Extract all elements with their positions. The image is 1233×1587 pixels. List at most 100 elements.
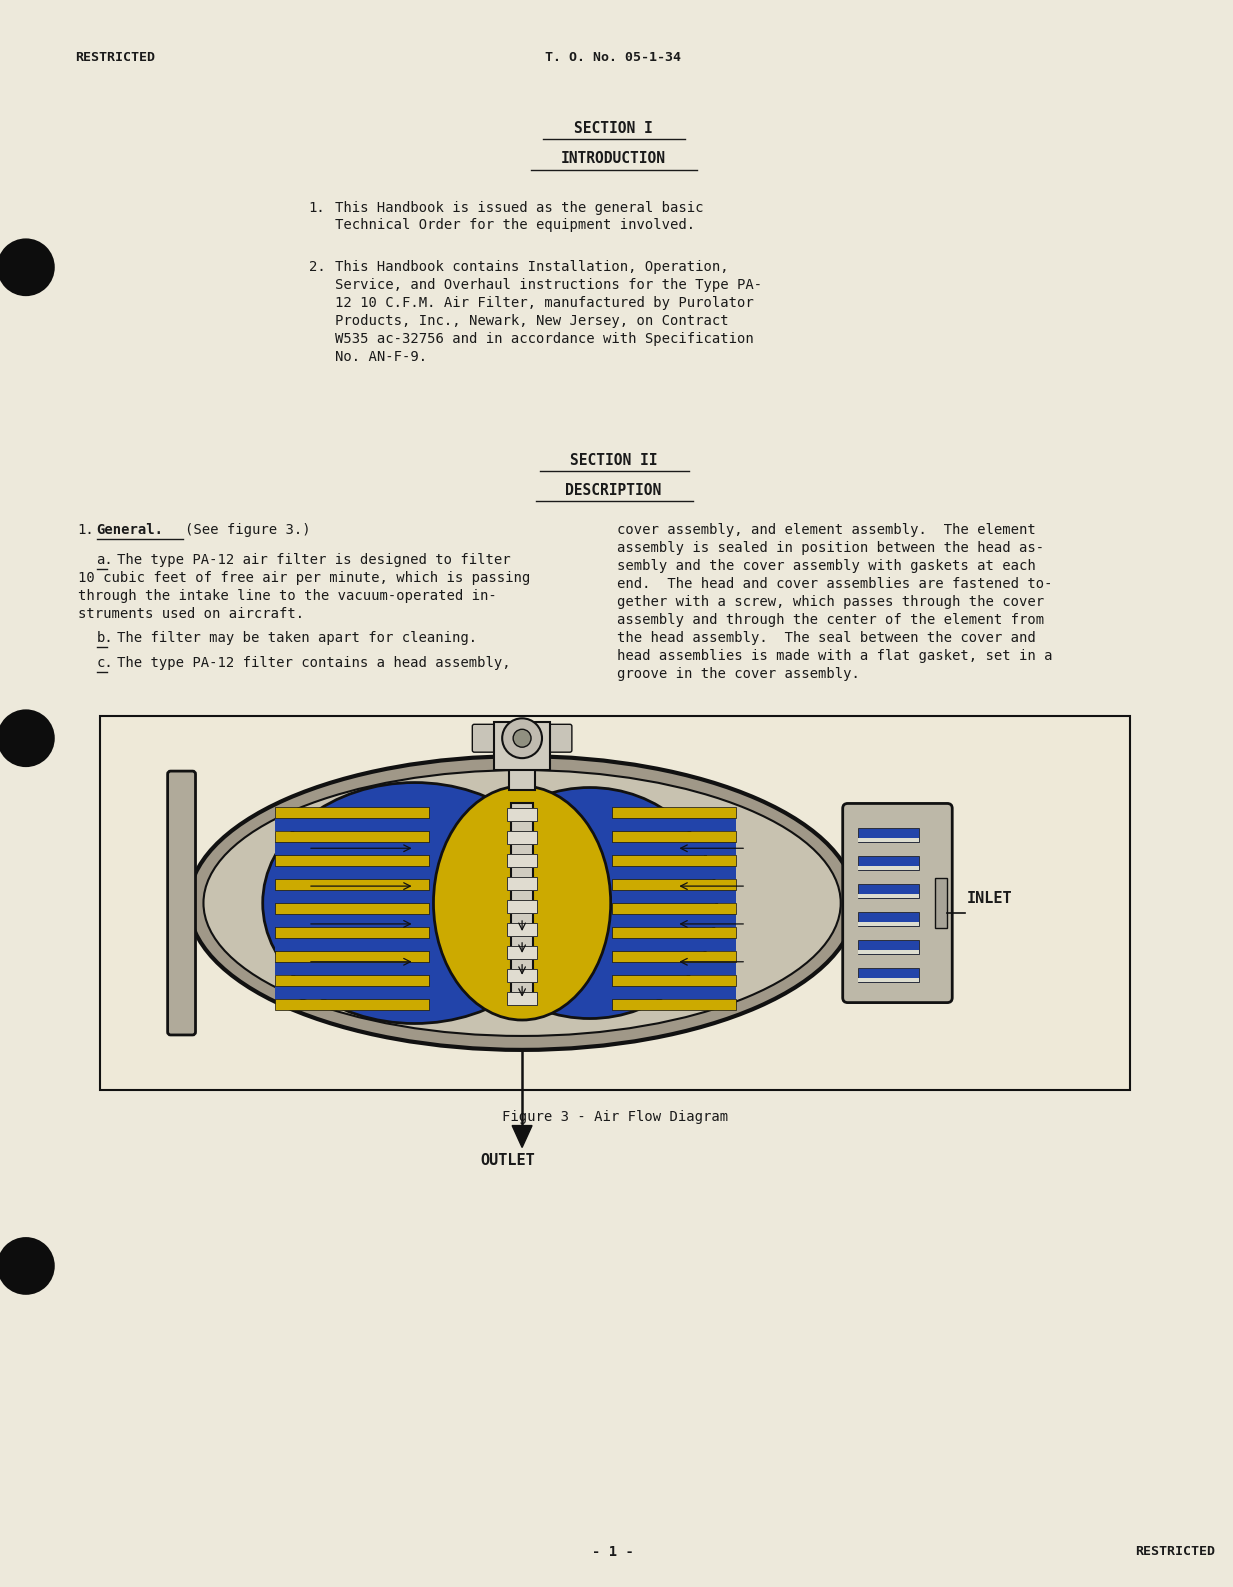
Bar [507, 992, 538, 1005]
Bar [858, 978, 920, 982]
Text: General.: General. [96, 524, 164, 536]
Bar [275, 819, 429, 832]
Text: 1.: 1. [78, 524, 95, 536]
Bar [512, 803, 533, 1003]
Text: SECTION I: SECTION I [575, 121, 652, 136]
Text: a.: a. [96, 552, 113, 567]
Bar [612, 962, 736, 974]
Bar [275, 855, 429, 867]
Circle shape [502, 719, 543, 759]
Bar [275, 914, 429, 927]
Bar [507, 832, 538, 844]
Bar [275, 927, 429, 938]
Bar [275, 808, 429, 819]
Bar [858, 893, 920, 898]
Text: through the intake line to the vacuum-operated in-: through the intake line to the vacuum-op… [78, 589, 497, 603]
Bar [275, 962, 429, 974]
Text: The type PA-12 filter contains a head assembly,: The type PA-12 filter contains a head as… [117, 655, 512, 670]
Text: Service, and Overhaul instructions for the Type PA-: Service, and Overhaul instructions for t… [334, 278, 762, 292]
Bar [275, 974, 429, 986]
Bar [612, 903, 736, 914]
Text: head assemblies is made with a flat gasket, set in a: head assemblies is made with a flat gask… [618, 649, 1053, 663]
Text: The filter may be taken apart for cleaning.: The filter may be taken apart for cleani… [117, 630, 477, 644]
Text: b.: b. [96, 630, 113, 644]
Bar [612, 843, 736, 855]
Text: Technical Order for the equipment involved.: Technical Order for the equipment involv… [334, 219, 694, 232]
Bar [612, 808, 736, 819]
Bar [507, 854, 538, 867]
Bar [612, 914, 736, 927]
Bar [612, 890, 736, 903]
Bar [612, 879, 736, 890]
Bar [858, 838, 920, 843]
Ellipse shape [189, 755, 856, 1051]
Text: This Handbook is issued as the general basic: This Handbook is issued as the general b… [334, 200, 703, 214]
Bar [275, 843, 429, 855]
Bar [612, 832, 736, 843]
Bar [275, 832, 429, 843]
Bar [858, 857, 920, 870]
Text: c.: c. [96, 655, 113, 670]
Bar [612, 938, 736, 951]
Text: INLET: INLET [967, 890, 1012, 906]
Text: This Handbook contains Installation, Operation,: This Handbook contains Installation, Ope… [334, 260, 729, 275]
Text: The type PA-12 air filter is designed to filter: The type PA-12 air filter is designed to… [117, 552, 512, 567]
Text: cover assembly, and element assembly.  The element: cover assembly, and element assembly. Th… [618, 524, 1036, 536]
Bar [612, 951, 736, 962]
Bar [494, 722, 550, 770]
Text: 2.: 2. [308, 260, 326, 275]
Bar [858, 884, 920, 898]
Bar [275, 879, 429, 890]
Text: W535 ac-32756 and in accordance with Specification: W535 ac-32756 and in accordance with Spe… [334, 332, 753, 346]
Bar [612, 927, 736, 938]
Bar [100, 716, 1131, 1090]
Text: (See figure 3.): (See figure 3.) [185, 524, 311, 536]
Text: 10 cubic feet of free air per minute, which is passing: 10 cubic feet of free air per minute, wh… [78, 571, 530, 586]
Bar [275, 998, 429, 1009]
Circle shape [0, 238, 54, 297]
Text: 12 10 C.F.M. Air Filter, manufactured by Purolator: 12 10 C.F.M. Air Filter, manufactured by… [334, 297, 753, 309]
Text: sembly and the cover assembly with gaskets at each: sembly and the cover assembly with gaske… [618, 559, 1036, 573]
Ellipse shape [203, 770, 841, 1036]
Text: RESTRICTED: RESTRICTED [75, 51, 154, 63]
Bar [612, 867, 736, 879]
Bar [507, 878, 538, 890]
Circle shape [0, 1238, 54, 1295]
Bar [507, 968, 538, 982]
Text: Figure 3 - Air Flow Diagram: Figure 3 - Air Flow Diagram [502, 1109, 727, 1124]
Text: Products, Inc., Newark, New Jersey, on Contract: Products, Inc., Newark, New Jersey, on C… [334, 314, 729, 329]
Bar [936, 878, 947, 928]
Bar [509, 768, 535, 790]
Text: gether with a screw, which passes through the cover: gether with a screw, which passes throug… [618, 595, 1044, 609]
Bar [858, 940, 920, 954]
Text: INTRODUCTION: INTRODUCTION [561, 151, 666, 165]
Bar [275, 867, 429, 879]
Text: OUTLET: OUTLET [481, 1154, 535, 1168]
Circle shape [0, 709, 54, 767]
Text: struments used on aircraft.: struments used on aircraft. [78, 606, 303, 621]
Bar [507, 946, 538, 959]
Bar [612, 819, 736, 832]
Text: groove in the cover assembly.: groove in the cover assembly. [618, 667, 861, 681]
Text: the head assembly.  The seal between the cover and: the head assembly. The seal between the … [618, 630, 1036, 644]
Bar [858, 968, 920, 982]
FancyBboxPatch shape [168, 771, 196, 1035]
Text: end.  The head and cover assemblies are fastened to-: end. The head and cover assemblies are f… [618, 578, 1053, 590]
Text: DESCRIPTION: DESCRIPTION [565, 484, 661, 498]
Text: No. AN-F-9.: No. AN-F-9. [334, 349, 427, 363]
Text: - 1 -: - 1 - [592, 1544, 634, 1558]
Bar [858, 828, 920, 843]
Bar [275, 951, 429, 962]
Text: SECTION II: SECTION II [570, 454, 657, 468]
FancyBboxPatch shape [472, 724, 496, 752]
Bar [612, 974, 736, 986]
Bar [858, 951, 920, 954]
Bar [612, 855, 736, 867]
Text: assembly is sealed in position between the head as-: assembly is sealed in position between t… [618, 541, 1044, 555]
Bar [507, 808, 538, 822]
Bar [275, 903, 429, 914]
Bar [275, 986, 429, 998]
Bar [275, 890, 429, 903]
Text: 1.: 1. [308, 200, 326, 214]
Ellipse shape [263, 782, 566, 1024]
